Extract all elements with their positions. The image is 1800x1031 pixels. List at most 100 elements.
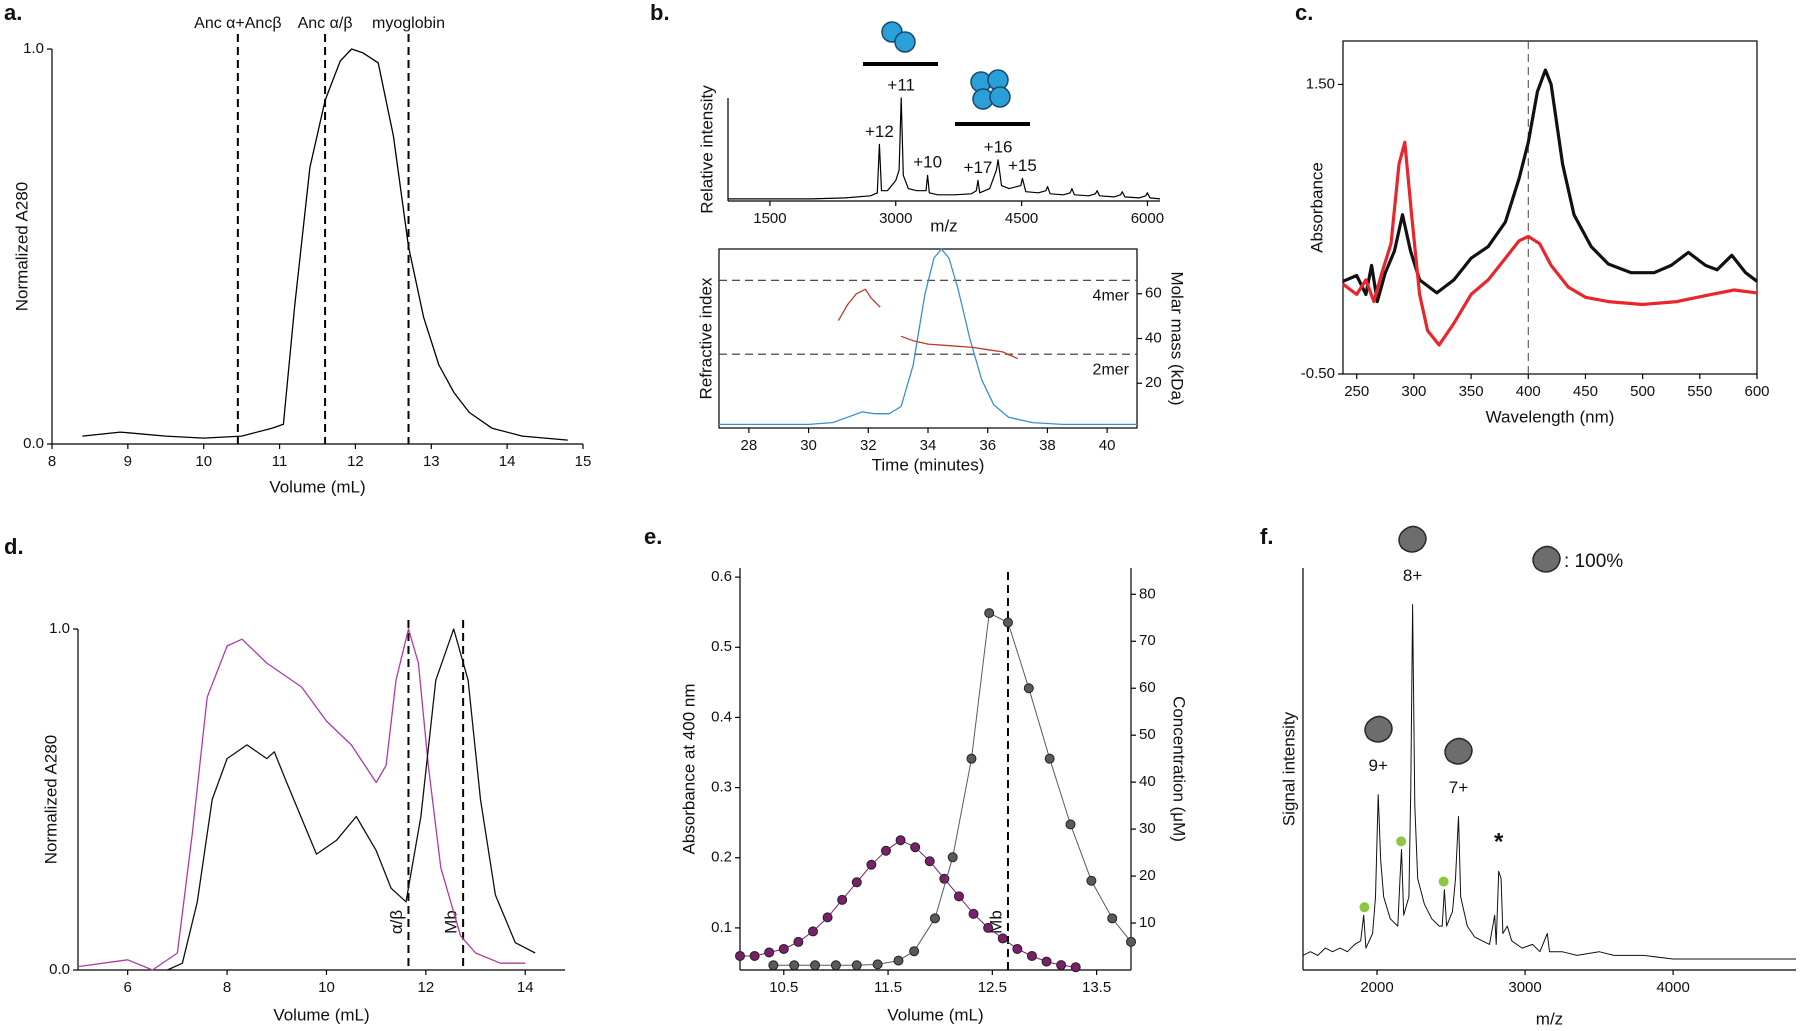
y2-tick-label: 20 (1145, 374, 1162, 391)
peak-label: 8+ (1403, 566, 1422, 585)
reference-label: Anc α/β (298, 15, 353, 32)
x-tick-label: 4000 (1656, 979, 1689, 996)
data-point (768, 960, 779, 971)
x-tick-label: 11.5 (874, 979, 902, 996)
data-point (1065, 819, 1076, 830)
y2-tick-label: 70 (1139, 632, 1156, 649)
data-point (830, 960, 841, 971)
adduct-dot (1359, 902, 1370, 913)
panel-label: f. (1260, 524, 1273, 549)
data-point (1107, 913, 1118, 924)
protein-icon (1364, 715, 1393, 743)
data-line (728, 97, 1161, 200)
x-tick-label: 12 (347, 453, 364, 470)
protein-icon (1444, 737, 1473, 765)
x-tick-label: 1500 (753, 210, 786, 227)
protein-icons (1364, 525, 1561, 765)
dimer-icon (881, 21, 916, 53)
peak-label: +11 (887, 75, 915, 94)
x-tick-label: 15 (575, 453, 592, 470)
x-tick-label: 12 (418, 979, 435, 996)
reference-label: α/β (387, 910, 406, 935)
plot-frame (718, 248, 1138, 429)
plot-frame (1342, 40, 1758, 375)
y-tick-label: 0.2 (711, 849, 732, 866)
data-point (789, 960, 800, 971)
data-point (822, 912, 833, 923)
data-point (851, 960, 862, 971)
reference-label: 2mer (1093, 361, 1130, 378)
x-tick-label: 38 (1039, 437, 1056, 454)
y-tick-label: 0.0 (49, 961, 70, 978)
data-line (719, 248, 1137, 426)
x-axis-label: Wavelength (nm) (1486, 407, 1615, 426)
y-tick-label: 0.6 (711, 568, 732, 585)
x-tick-label: 40 (1099, 437, 1116, 454)
data-line (740, 839, 1076, 968)
abundance-note: : 100% (1564, 551, 1623, 572)
data-point (983, 922, 994, 933)
peak-label: 7+ (1449, 778, 1468, 797)
peak-label: +15 (1008, 156, 1037, 175)
data-point (1026, 950, 1037, 961)
x-tick-label: 9 (124, 453, 132, 470)
y2-tick-label: 40 (1139, 773, 1156, 790)
data-point (1023, 683, 1034, 694)
data-point (968, 908, 979, 919)
y-tick-label: 0.5 (711, 638, 732, 655)
y2-tick-label: 30 (1139, 820, 1156, 837)
data-point (793, 936, 804, 947)
adduct-dot (1438, 876, 1449, 887)
panel-label: b. (650, 0, 670, 25)
panel-label: a. (4, 0, 22, 25)
x-axis-label: m/z (930, 216, 957, 235)
data-point (778, 943, 789, 954)
data-point (895, 835, 906, 846)
y2-tick-label: 50 (1139, 726, 1156, 743)
data-point (872, 959, 883, 970)
y-axis-label: Relative intensity (697, 85, 716, 214)
x-tick-label: 14 (499, 453, 516, 470)
data-point (1044, 753, 1055, 764)
data-line (82, 48, 568, 441)
x-tick-label: 450 (1573, 383, 1598, 400)
data-point (997, 933, 1008, 944)
x-tick-label: 8 (223, 979, 231, 996)
peak-label: +17 (964, 158, 993, 177)
x-tick-label: 12.5 (978, 979, 1007, 996)
data-line (77, 628, 526, 971)
y2-tick-label: 60 (1145, 285, 1162, 302)
peak-label: +10 (913, 153, 942, 172)
data-point (837, 894, 848, 905)
x-tick-label: 300 (1401, 383, 1426, 400)
data-point (984, 608, 995, 619)
y-tick-label: 0.4 (711, 708, 732, 725)
reference-label: Mb (442, 910, 461, 934)
x-tick-label: 600 (1744, 383, 1769, 400)
data-line (1342, 68, 1758, 304)
x-axis-label: Volume (mL) (273, 1005, 369, 1024)
y-tick-label: -0.50 (1301, 365, 1335, 382)
data-point (1070, 962, 1081, 973)
y-axis-label: Refractive index (696, 277, 715, 399)
data-point (810, 960, 821, 971)
y-tick-label: 0.1 (711, 919, 732, 936)
x-tick-label: 6 (124, 979, 132, 996)
y2-axis-label: Molar mass (kDa) (1168, 271, 1187, 405)
peak-label: +16 (984, 137, 1013, 156)
data-point (1056, 960, 1067, 971)
x-tick-label: 500 (1630, 383, 1655, 400)
y2-tick-label: 10 (1139, 914, 1156, 931)
x-tick-label: 34 (920, 437, 937, 454)
x-axis-label: Volume (mL) (269, 477, 365, 496)
y-axis-label: Absorbance at 400 nm (679, 683, 698, 854)
data-point (966, 753, 977, 764)
x-tick-label: 13 (423, 453, 440, 470)
x-axis-label: Volume (mL) (887, 1005, 983, 1024)
protein-icon (1532, 545, 1561, 573)
x-tick-label: 10 (195, 453, 212, 470)
reference-label: 4mer (1093, 288, 1130, 305)
y-tick-label: 1.50 (1306, 75, 1335, 92)
